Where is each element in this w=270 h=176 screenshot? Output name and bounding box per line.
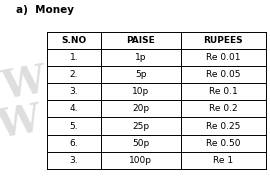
Text: Re 0.01: Re 0.01 (206, 53, 241, 62)
Text: W: W (0, 101, 44, 146)
Text: Re 1: Re 1 (213, 156, 233, 165)
Text: PAISE: PAISE (126, 36, 155, 45)
Text: 2.: 2. (70, 70, 78, 79)
Text: Re 0.05: Re 0.05 (206, 70, 241, 79)
Text: 1.: 1. (70, 53, 78, 62)
Text: 50p: 50p (132, 139, 149, 148)
Text: Re 0.1: Re 0.1 (209, 87, 238, 96)
Text: RUPEES: RUPEES (204, 36, 243, 45)
Text: Re 0.2: Re 0.2 (209, 104, 238, 113)
Text: 5.: 5. (70, 122, 78, 131)
Text: 3.: 3. (70, 87, 78, 96)
Text: 100p: 100p (129, 156, 152, 165)
Text: S.NO: S.NO (61, 36, 87, 45)
Text: 4.: 4. (70, 104, 78, 113)
Text: 25p: 25p (132, 122, 149, 131)
Text: 20p: 20p (132, 104, 149, 113)
Text: 10p: 10p (132, 87, 149, 96)
Text: 1p: 1p (135, 53, 146, 62)
Text: 5p: 5p (135, 70, 146, 79)
Text: Re 0.50: Re 0.50 (206, 139, 241, 148)
Text: a)  Money: a) Money (16, 5, 74, 15)
Text: Re 0.25: Re 0.25 (206, 122, 241, 131)
Text: 6.: 6. (70, 139, 78, 148)
Text: W: W (0, 62, 49, 107)
Text: 3.: 3. (70, 156, 78, 165)
